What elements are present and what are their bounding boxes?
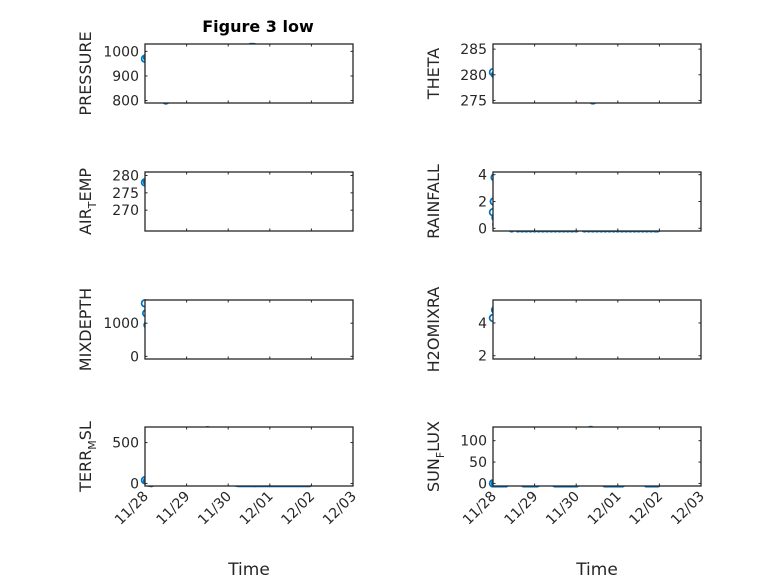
x-tick-label: 11/28 — [460, 489, 500, 529]
axes-box — [144, 171, 354, 232]
chart-panel: 275 280 285 THETA — [424, 42, 702, 109]
x-tick-label: 11/30 — [195, 489, 235, 529]
x-axis-label: Time — [575, 560, 618, 580]
chart-panel: 0 500 11/28 11/29 11/30 12/01 12/02 12/03 TERRMS… — [76, 421, 360, 580]
y-axis-label: MIXDEPTH — [76, 288, 95, 371]
x-tick-label: 11/30 — [543, 489, 583, 529]
y-axis-label: THETA — [424, 48, 443, 100]
chart-panel: 2 4 H2OMIXRA — [424, 287, 702, 373]
x-tick-label: 12/01 — [237, 489, 277, 529]
y-tick-label: 2 — [478, 195, 487, 211]
y-tick-label: 100 — [460, 434, 487, 450]
y-axis-label: RAINFALL — [424, 164, 443, 239]
x-tick-label: 12/02 — [626, 489, 666, 529]
y-axis-label: H2OMIXRA — [424, 287, 443, 373]
y-tick-label: 1000 — [103, 316, 139, 332]
chart-panel: 0 1000 MIXDEPTH — [76, 288, 354, 371]
chart-panel: 800 900 1000 PRESSURE — [76, 31, 354, 116]
figure-title: Figure 3 low — [202, 17, 314, 36]
y-tick-label: 275 — [460, 93, 487, 109]
y-tick-label: 280 — [112, 168, 139, 184]
y-tick-label: 1000 — [103, 44, 139, 60]
y-tick-label: 4 — [478, 316, 487, 332]
x-tick-label: 12/01 — [585, 489, 625, 529]
x-axis-label: Time — [227, 560, 270, 580]
y-tick-label: 280 — [460, 68, 487, 84]
y-tick-label: 0 — [130, 349, 139, 365]
x-tick-label: 11/29 — [154, 489, 194, 529]
y-tick-label: 285 — [460, 42, 487, 58]
chart-panel: 0 2 4 RAINFALL — [424, 164, 702, 239]
y-tick-label: 270 — [112, 203, 139, 219]
y-tick-label: 500 — [112, 436, 139, 452]
axes-box — [492, 299, 702, 360]
y-tick-label: 2 — [478, 349, 487, 365]
axes-box — [492, 426, 702, 487]
x-tick-label: 11/29 — [502, 489, 542, 529]
y-axis-label: SUNFLUX — [424, 421, 447, 492]
y-axis-label: AIRTEMP — [76, 168, 99, 235]
axes-box — [492, 171, 702, 232]
y-tick-label: 800 — [112, 94, 139, 110]
x-tick-label: 12/03 — [668, 489, 708, 529]
axes-box — [144, 43, 354, 104]
axes-box — [144, 426, 354, 487]
y-axis-label: PRESSURE — [76, 31, 95, 115]
y-axis-label: TERRMSL — [76, 421, 99, 493]
x-tick-label: 12/03 — [320, 489, 360, 529]
y-tick-label: 900 — [112, 69, 139, 85]
y-tick-label: 0 — [478, 476, 487, 492]
y-tick-label: 4 — [478, 168, 487, 184]
y-tick-label: 50 — [469, 455, 487, 471]
axes-box — [492, 43, 702, 104]
y-tick-label: 0 — [478, 221, 487, 237]
x-tick-label: 12/02 — [278, 489, 318, 529]
x-tick-label: 11/28 — [112, 489, 152, 529]
y-tick-label: 275 — [112, 186, 139, 202]
axes-box — [144, 299, 354, 360]
chart-panel: 0 50 100 11/28 11/29 11/30 12/01 12/02 12/03 SUNF… — [424, 421, 708, 580]
y-tick-label: 0 — [130, 477, 139, 493]
